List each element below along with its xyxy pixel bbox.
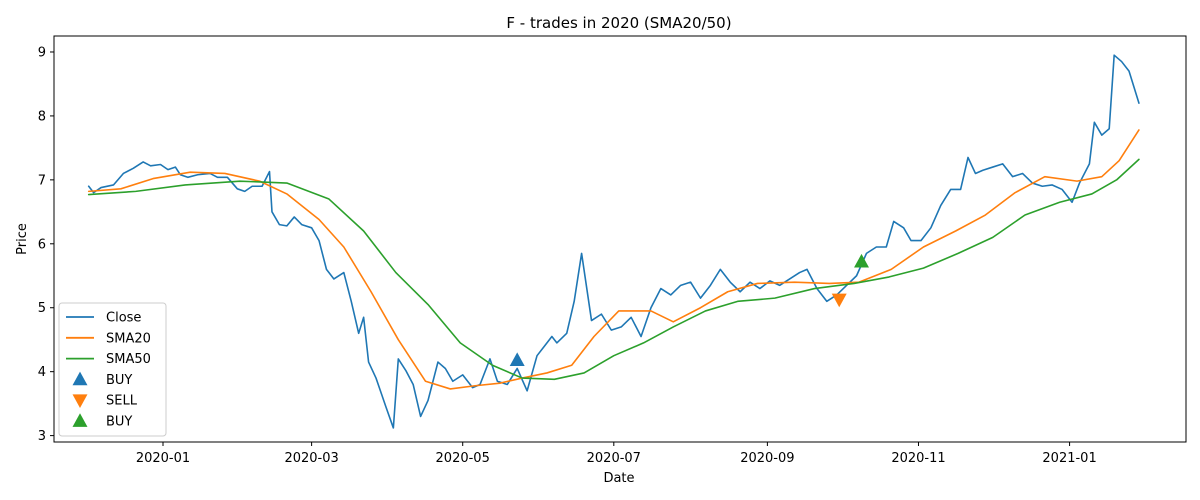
y-axis-title: Price xyxy=(15,223,30,255)
legend-label-close: Close xyxy=(106,311,141,326)
legend-label-sell: SELL xyxy=(106,394,138,409)
y-tick-label: 7 xyxy=(38,173,46,188)
series-layer xyxy=(87,54,1140,429)
legend-swatch-buy xyxy=(72,413,88,427)
y-tick-label: 5 xyxy=(38,301,46,316)
y-tick-label: 4 xyxy=(38,365,46,380)
legend-label-sma20: SMA20 xyxy=(106,331,151,346)
chart-title: F - trades in 2020 (SMA20/50) xyxy=(506,14,731,32)
x-tick-label: 2020-09 xyxy=(740,451,794,466)
y-tick-label: 6 xyxy=(38,237,46,252)
x-tick-label: 2021-01 xyxy=(1042,451,1096,466)
legend-swatch-buy xyxy=(72,371,88,386)
series-line-sma50 xyxy=(87,158,1140,381)
x-axis-title: Date xyxy=(603,471,634,486)
legend-box xyxy=(58,302,167,437)
legend-label-sma50: SMA50 xyxy=(106,352,151,367)
trade-marker-buy-1 xyxy=(509,352,525,367)
y-axis: 3 4 5 6 7 8 9 xyxy=(38,45,54,444)
trade-marker-sell-2 xyxy=(831,293,847,308)
x-tick-label: 2020-01 xyxy=(136,451,190,466)
plot-area-frame xyxy=(53,35,1187,443)
x-tick-label: 2020-07 xyxy=(587,451,641,466)
series-line-sma20 xyxy=(87,129,1140,390)
y-tick-label: 3 xyxy=(38,429,46,444)
x-axis: 2020-01 2020-03 2020-05 2020-07 2020-09 2020-… xyxy=(136,442,1097,466)
y-tick-label: 8 xyxy=(38,109,46,124)
chart-legend: Close SMA20 SMA50 BUY SELL BUY xyxy=(58,302,167,437)
legend-label-buy: BUY xyxy=(106,415,132,430)
trade-markers xyxy=(509,253,869,367)
trade-marker-buy-3 xyxy=(854,253,869,268)
legend-label-buy: BUY xyxy=(106,373,132,388)
legend-swatch-sell xyxy=(72,394,88,408)
x-tick-label: 2020-11 xyxy=(891,451,945,466)
x-tick-label: 2020-05 xyxy=(436,451,490,466)
y-tick-label: 9 xyxy=(38,45,46,60)
series-line-close xyxy=(87,54,1140,429)
x-tick-label: 2020-03 xyxy=(284,451,338,466)
